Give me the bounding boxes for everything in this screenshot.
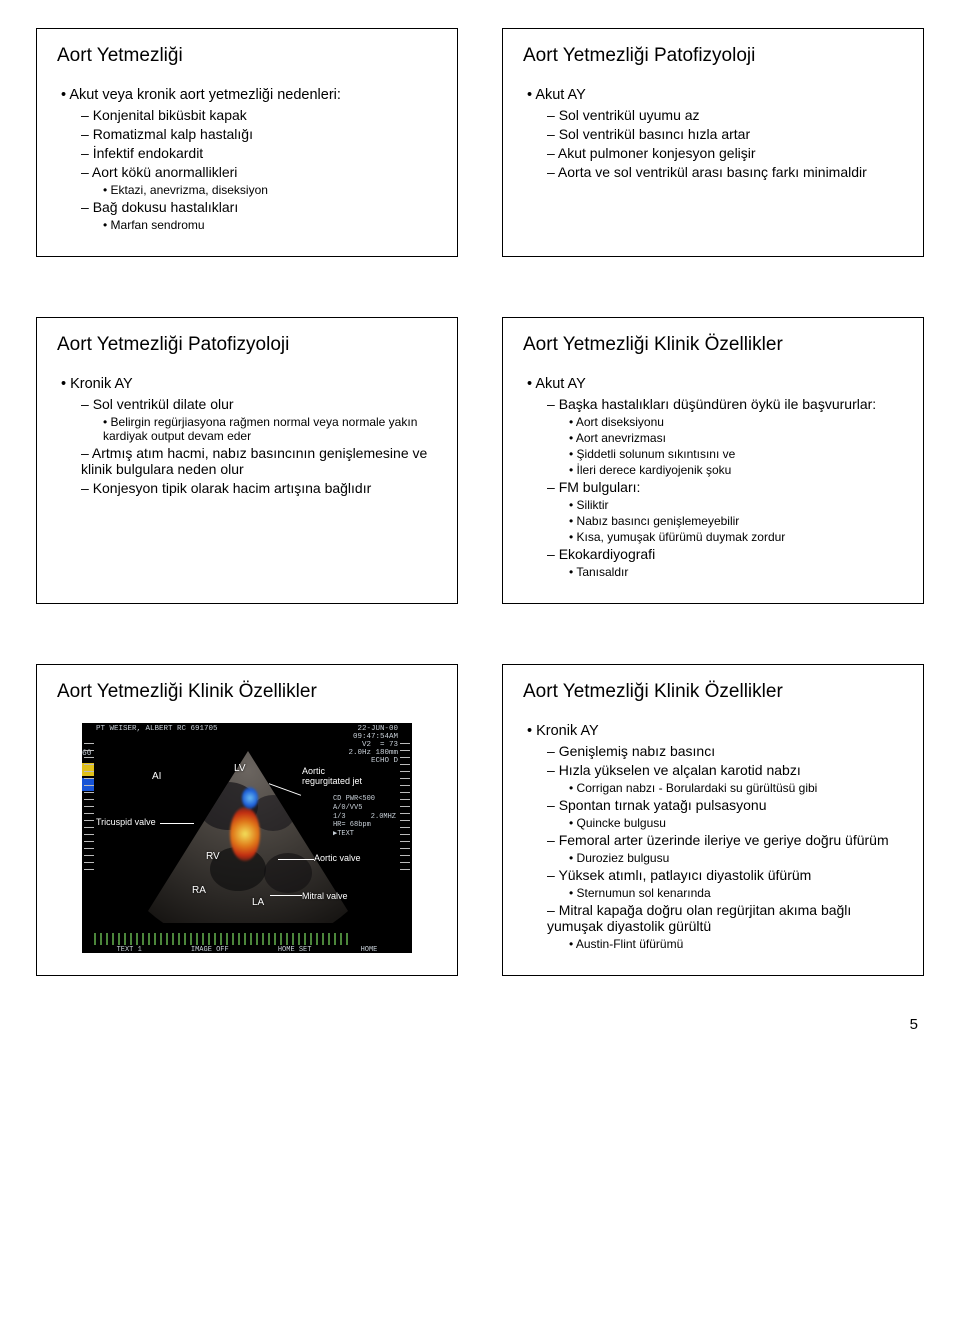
slide-6: Aort Yetmezliği Klinik Özellikler Kronik… (502, 664, 924, 976)
slide-content: Akut AY Başka hastalıkları düşündüren öy… (523, 376, 903, 579)
slide-title: Aort Yetmezliği (57, 45, 437, 67)
echo-scale-right (400, 737, 410, 925)
bullet-l3: Marfan sendromu (103, 218, 437, 232)
echo-scale-left (84, 737, 94, 925)
slide-4: Aort Yetmezliği Klinik Özellikler Akut A… (502, 317, 924, 604)
slide-content: Kronik AY Sol ventrikül dilate olur Beli… (57, 376, 437, 496)
bullet-l2: Başka hastalıkları düşündüren öykü ile b… (547, 396, 903, 412)
bullet-l2: Sol ventrikül basıncı hızla artar (547, 126, 903, 142)
bullet-l1: Kronik AY (527, 723, 903, 739)
bullet-l2: Yüksek atımlı, patlayıcı diyastolik üfür… (547, 867, 903, 883)
slide-title: Aort Yetmezliği Patofizyoloji (57, 334, 437, 356)
slide-title: Aort Yetmezliği Klinik Özellikler (57, 681, 437, 703)
slide-5: Aort Yetmezliği Klinik Özellikler PT WEI… (36, 664, 458, 976)
bullet-l3: Tanısaldır (569, 565, 903, 579)
bullet-l2: Akut pulmoner konjesyon gelişir (547, 145, 903, 161)
bullet-l2: FM bulguları: (547, 479, 903, 495)
echo-menu-item: HOME SET (278, 946, 312, 953)
pointer-icon (270, 895, 302, 896)
bullet-l3: Austin-Flint üfürümü (569, 937, 903, 951)
echo-label-ra: RA (192, 885, 206, 896)
bullet-l2: Artmış atım hacmi, nabız basıncının geni… (81, 445, 437, 477)
bullet-l3: Corrigan nabzı - Borulardaki su gürültüs… (569, 781, 903, 795)
echo-label-aortic-valve: Aortic valve (314, 853, 361, 863)
doppler-blue-icon (242, 787, 258, 809)
bullet-l3: Nabız basıncı genişlemeyebilir (569, 514, 903, 528)
bullet-l1: Akut AY (527, 87, 903, 103)
bullet-l3: Belirgin regürjiasyona rağmen normal vey… (103, 415, 437, 443)
bullet-l2: Konjesyon tipik olarak hacim artışına ba… (81, 480, 437, 496)
slide-1: Aort Yetmezliği Akut veya kronik aort ye… (36, 28, 458, 257)
bullet-l3: Siliktir (569, 498, 903, 512)
pointer-icon (160, 823, 194, 824)
bullet-l2: Genişlemiş nabız basıncı (547, 743, 903, 759)
slide-2: Aort Yetmezliği Patofizyoloji Akut AY So… (502, 28, 924, 257)
slide-title: Aort Yetmezliği Patofizyoloji (523, 45, 903, 67)
bullet-l1: Kronik AY (61, 376, 437, 392)
slide-content: Akut AY Sol ventrikül uyumu az Sol ventr… (523, 87, 903, 180)
echo-menu-item: HOME (361, 946, 378, 953)
echo-menu: TEXT 1 IMAGE OFF HOME SET HOME (82, 946, 412, 953)
bullet-l3: Aort diseksiyonu (569, 415, 903, 429)
slide-title: Aort Yetmezliği Klinik Özellikler (523, 681, 903, 703)
bullet-l3: Ektazi, anevrizma, diseksiyon (103, 183, 437, 197)
bullet-l3: Şiddetli solunum sıkıntısını ve (569, 447, 903, 461)
pointer-icon (278, 859, 314, 860)
bullet-l3: Sternumun sol kenarında (569, 886, 903, 900)
bullet-l2: Aort kökü anormallikleri (81, 164, 437, 180)
bullet-l2: Sol ventrikül uyumu az (547, 107, 903, 123)
bullet-l2: Konjenital biküsbit kapak (81, 107, 437, 123)
echo-menu-item: TEXT 1 (117, 946, 142, 953)
echo-label-la: LA (252, 897, 264, 908)
bullet-l2: Bağ dokusu hastalıkları (81, 199, 437, 215)
slide-grid: Aort Yetmezliği Akut veya kronik aort ye… (36, 28, 924, 976)
slide-title: Aort Yetmezliği Klinik Özellikler (523, 334, 903, 356)
echo-label-lv: LV (234, 763, 246, 774)
ecg-trace-icon (94, 933, 352, 945)
echo-label-tricuspid: Tricuspid valve (96, 817, 156, 827)
echo-menu-item: IMAGE OFF (191, 946, 229, 953)
doppler-jet-icon (230, 807, 260, 861)
slide-3: Aort Yetmezliği Patofizyoloji Kronik AY … (36, 317, 458, 604)
bullet-l3: Quincke bulgusu (569, 816, 903, 830)
bullet-l2: Romatizmal kalp hastalığı (81, 126, 437, 142)
echo-label-mitral: Mitral valve (302, 891, 348, 901)
bullet-l2: Ekokardiyografi (547, 546, 903, 562)
bullet-l2: Spontan tırnak yatağı pulsasyonu (547, 797, 903, 813)
bullet-l2: Mitral kapağa doğru olan regürjitan akım… (547, 902, 903, 934)
slide-content: Kronik AY Genişlemiş nabız basıncı Hızla… (523, 723, 903, 951)
bullet-l2: Aorta ve sol ventrikül arası basınç fark… (547, 164, 903, 180)
echo-label-aortic-jet: Aortic regurgitated jet (302, 767, 372, 787)
bullet-l1: Akut AY (527, 376, 903, 392)
bullet-l2: Sol ventrikül dilate olur (81, 396, 437, 412)
bullet-l1: Akut veya kronik aort yetmezliği nedenle… (61, 87, 437, 103)
page-number: 5 (36, 1016, 924, 1033)
echo-label-rv: RV (206, 851, 220, 862)
bullet-l3: Aort anevrizması (569, 431, 903, 445)
echo-label-ai: AI (152, 771, 161, 782)
bullet-l3: İleri derece kardiyojenik şoku (569, 463, 903, 477)
bullet-l2: Hızla yükselen ve alçalan karotid nabzı (547, 762, 903, 778)
slide-content: Akut veya kronik aort yetmezliği nedenle… (57, 87, 437, 232)
bullet-l2: İnfektif endokardit (81, 145, 437, 161)
bullet-l3: Kısa, yumuşak üfürümü duymak zordur (569, 530, 903, 544)
echocardiogram-image: PT WEISER, ALBERT RC 691705 22-JUN-00 09… (82, 723, 412, 953)
bullet-l2: Femoral arter üzerinde ileriye ve geriye… (547, 832, 903, 848)
bullet-l3: Duroziez bulgusu (569, 851, 903, 865)
